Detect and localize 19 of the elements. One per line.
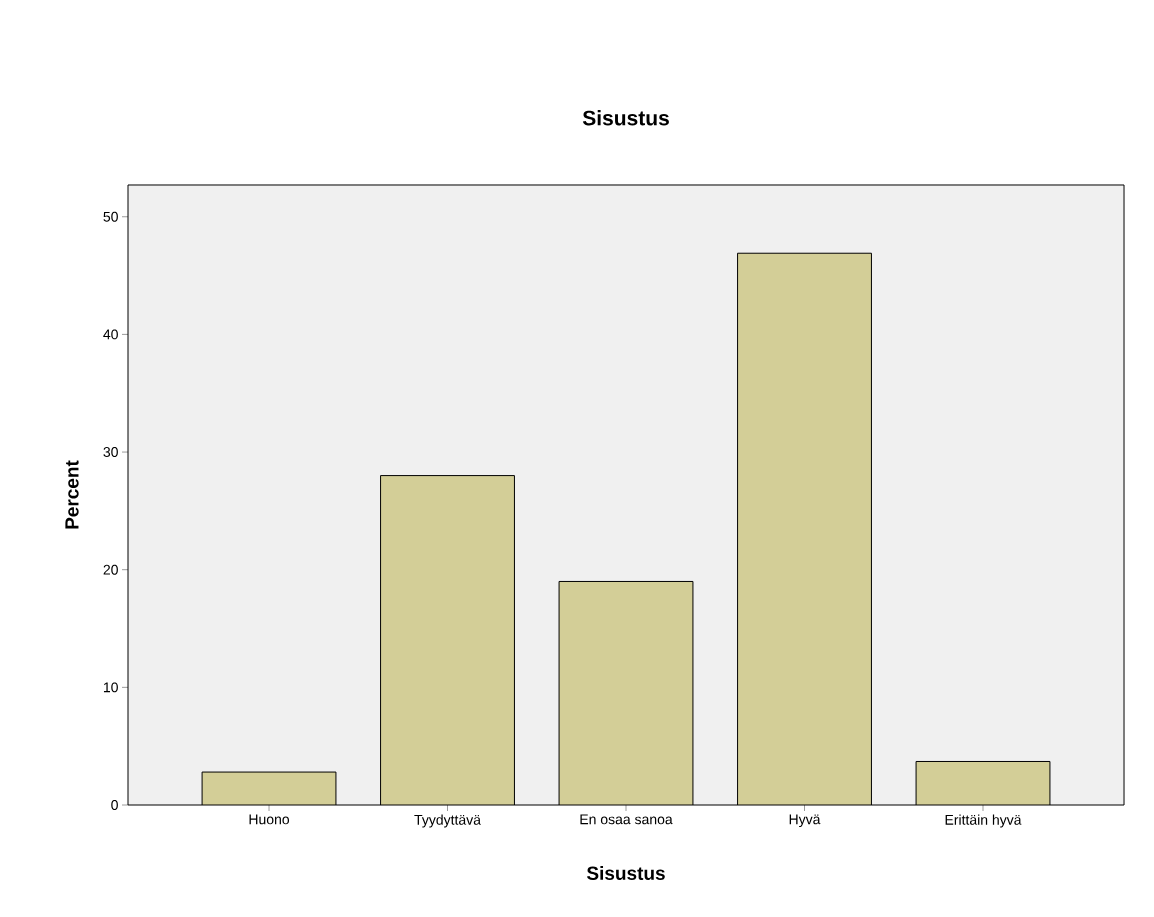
y-tick-label: 0 xyxy=(111,800,118,810)
bar xyxy=(737,252,872,805)
bar xyxy=(201,771,337,805)
x-tick-label: Tyydyttävä xyxy=(414,814,481,828)
y-tick-label: 30 xyxy=(103,447,118,458)
y-tick-label: 40 xyxy=(103,329,118,340)
x-tick-label: Hyvä xyxy=(789,814,821,828)
x-tick-label: Huono xyxy=(249,814,290,825)
x-tick-label: Erittäin hyvä xyxy=(945,814,1022,828)
bar xyxy=(558,580,694,805)
bar xyxy=(915,760,1051,805)
chart-title: Sisustus xyxy=(582,110,669,126)
x-axis-title: Sisustus xyxy=(586,866,665,880)
x-tick-label: En osaa sanoa xyxy=(580,814,673,825)
y-tick-label: 20 xyxy=(103,564,118,575)
y-tick-label: 10 xyxy=(103,682,118,693)
y-axis-title: Percent xyxy=(65,460,79,529)
y-tick-label: 50 xyxy=(103,211,118,222)
bar xyxy=(380,475,515,805)
